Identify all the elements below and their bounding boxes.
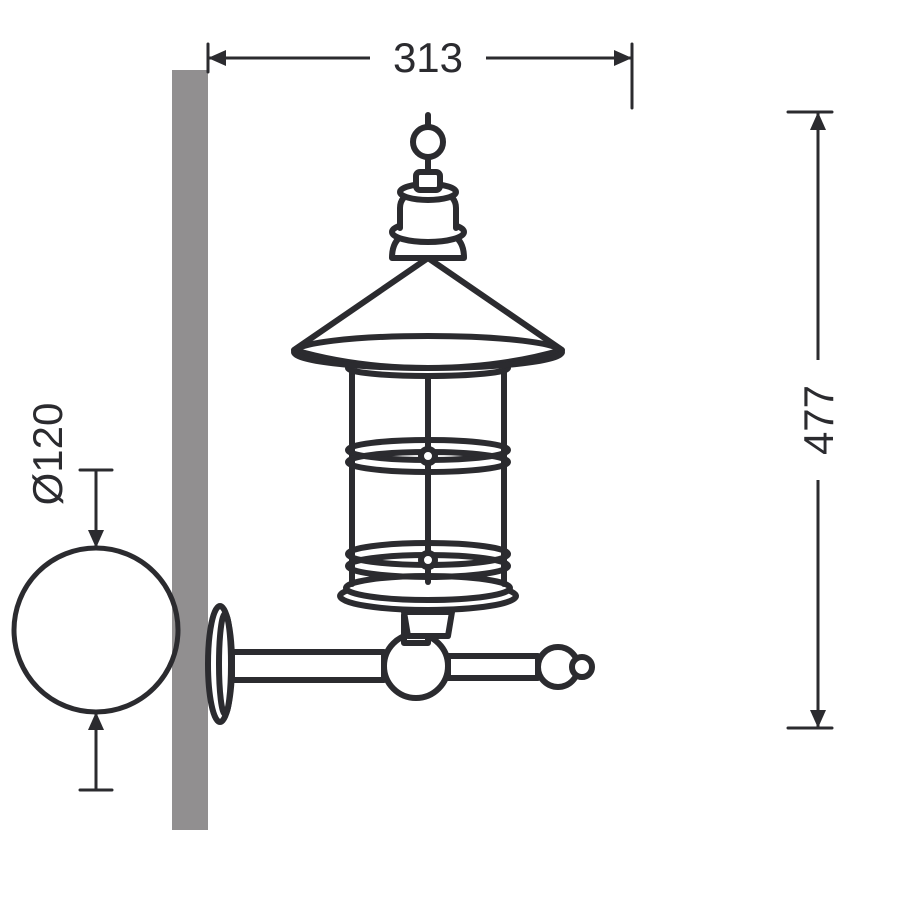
dimension-height-label: 477 xyxy=(795,385,842,455)
finial xyxy=(413,115,443,172)
neck xyxy=(392,172,464,258)
wall xyxy=(172,70,208,830)
dimension-width-label: 313 xyxy=(393,34,463,81)
lantern xyxy=(294,115,562,636)
roof xyxy=(294,258,562,368)
dimension-diameter-arrows xyxy=(80,470,112,790)
dimension-diameter xyxy=(14,548,178,712)
technical-drawing: 313 477 Ø120 xyxy=(0,0,899,899)
dimension-diameter-label: Ø120 xyxy=(24,403,71,506)
